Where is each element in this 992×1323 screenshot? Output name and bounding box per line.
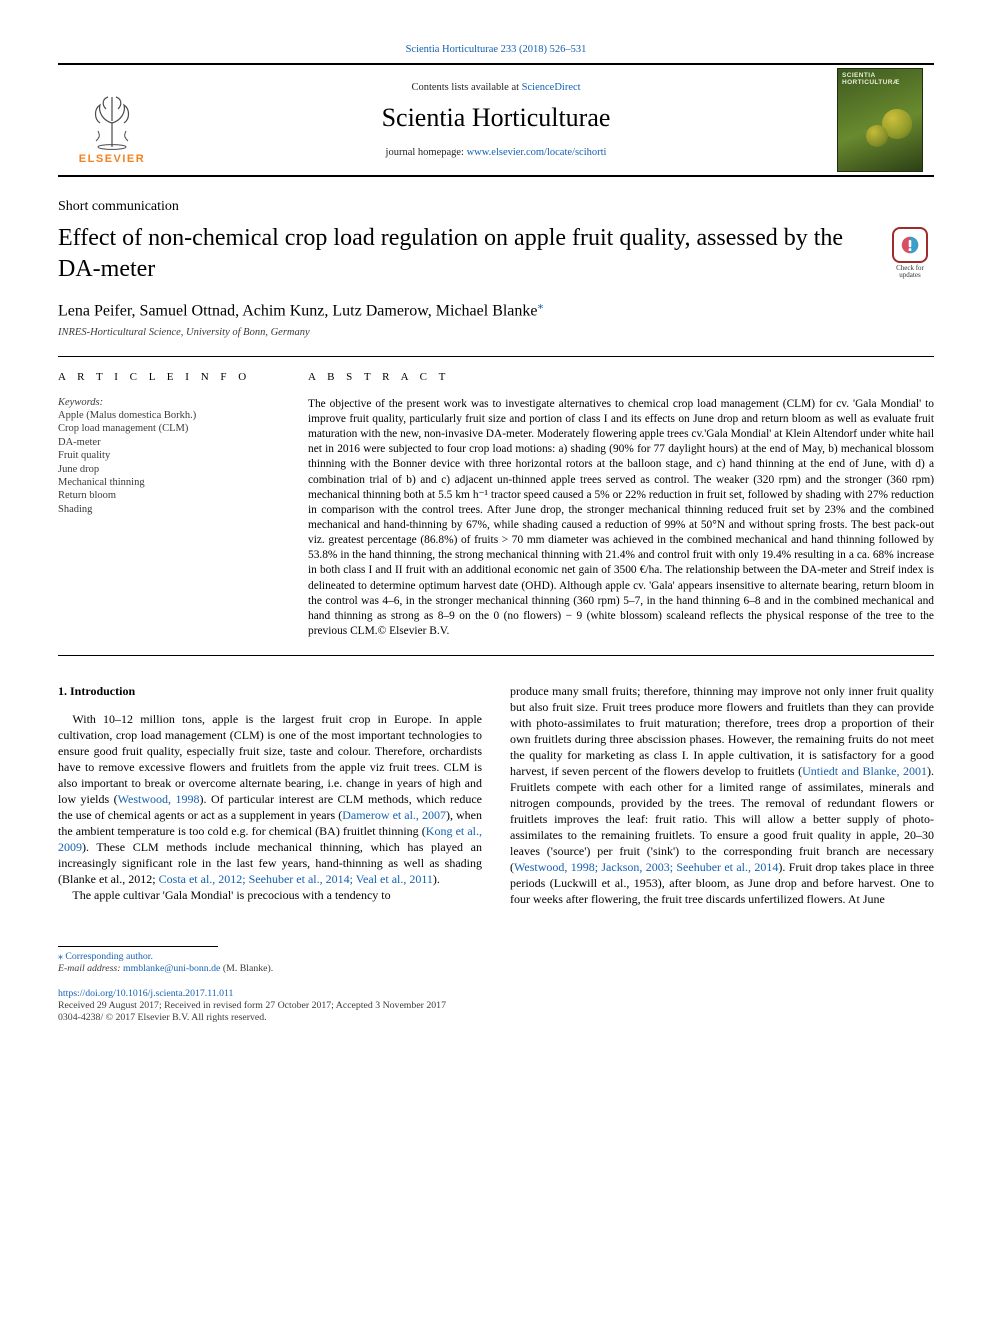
title-row: Effect of non-chemical crop load regulat… [58,223,934,284]
authors-names: Lena Peifer, Samuel Ottnad, Achim Kunz, … [58,303,538,320]
citation-link[interactable]: Costa et al., 2012; Seehuber et al., 201… [159,872,433,886]
elsevier-logo[interactable]: ELSEVIER [73,75,151,165]
journal-name: Scientia Horticulturae [382,103,611,133]
info-abstract-row: A R T I C L E I N F O Keywords: Apple (M… [58,371,934,640]
footnote-marker: ⁎ Corresponding author. [58,951,153,962]
journal-cover-thumbnail[interactable]: SCIENTIA HORTICULTURÆ [837,68,923,172]
keywords-list: Apple (Malus domestica Borkh.) Crop load… [58,409,272,517]
history-dates: Received 29 August 2017; Received in rev… [58,1000,934,1011]
keywords-heading: Keywords: [58,397,272,408]
email-label: E-mail address: [58,963,123,974]
check-for-updates-widget[interactable]: Check for updates [886,227,934,280]
keyword-item: Crop load management (CLM) [58,422,272,435]
header-center: Contents lists available at ScienceDirec… [166,65,826,175]
copyright-line: 0304-4238/ © 2017 Elsevier B.V. All righ… [58,1012,934,1023]
corresponding-author-marker[interactable]: ⁎ [538,298,544,312]
abstract-column: A B S T R A C T The objective of the pre… [308,371,934,640]
journal-homepage-line: journal homepage: www.elsevier.com/locat… [386,147,607,158]
sciencedirect-link[interactable]: ScienceDirect [522,82,581,93]
section-heading-introduction: 1. Introduction [58,684,482,700]
article-title: Effect of non-chemical crop load regulat… [58,223,868,284]
authors-line: Lena Peifer, Samuel Ottnad, Achim Kunz, … [58,298,934,320]
email-person: (M. Blanke). [220,963,273,974]
abstract-heading: A B S T R A C T [308,371,934,383]
contents-prefix: Contents lists available at [411,82,521,93]
body-paragraph: produce many small fruits; therefore, th… [510,684,934,907]
email-link[interactable]: mmblanke@uni-bonn.de [123,963,220,974]
doi-link[interactable]: https://doi.org/10.1016/j.scienta.2017.1… [58,988,934,999]
body-text: ). [433,872,440,886]
journal-header-band: ELSEVIER Contents lists available at Sci… [58,63,934,177]
corresponding-author-footnote: ⁎ Corresponding author. [58,951,934,964]
keyword-item: Apple (Malus domestica Borkh.) [58,409,272,422]
keyword-item: June drop [58,463,272,476]
keyword-item: Mechanical thinning [58,476,272,489]
body-paragraph: The apple cultivar 'Gala Mondial' is pre… [58,888,482,904]
journal-cover-box: SCIENTIA HORTICULTURÆ [826,65,934,175]
top-section-rule [58,356,934,357]
elsevier-wordmark: ELSEVIER [79,153,145,165]
body-two-column: 1. Introduction With 10–12 million tons,… [58,684,934,907]
contents-available-line: Contents lists available at ScienceDirec… [411,82,580,93]
citation-link[interactable]: Westwood, 1998 [118,792,200,806]
email-footnote: E-mail address: mmblanke@uni-bonn.de (M.… [58,963,934,976]
footnote-rule [58,946,218,947]
citation-link[interactable]: Untiedt and Blanke, 2001 [802,764,927,778]
keyword-item: Fruit quality [58,449,272,462]
journal-homepage-link[interactable]: www.elsevier.com/locate/scihorti [467,147,607,158]
check-updates-badge-icon [892,227,928,263]
article-info-column: A R T I C L E I N F O Keywords: Apple (M… [58,371,272,640]
elsevier-tree-icon [82,91,142,151]
body-text: ). Fruitlets compete with each other for… [510,764,934,874]
abstract-bottom-rule [58,655,934,656]
article-type: Short communication [58,199,934,215]
journal-cover-art-icon [866,125,888,147]
journal-cover-title: SCIENTIA HORTICULTURÆ [842,73,922,87]
body-paragraph: With 10–12 million tons, apple is the la… [58,712,482,887]
affiliation: INRES-Horticultural Science, University … [58,327,934,338]
footnotes: ⁎ Corresponding author. E-mail address: … [58,951,934,976]
publisher-logo-box: ELSEVIER [58,65,166,175]
article-info-heading: A R T I C L E I N F O [58,371,272,383]
keyword-item: Shading [58,503,272,516]
homepage-prefix: journal homepage: [386,147,467,158]
check-updates-label: Check for updates [886,265,934,280]
citation-link[interactable]: Westwood, 1998; Jackson, 2003; Seehuber … [514,860,778,874]
journal-reference: Scientia Horticulturae 233 (2018) 526–53… [58,44,934,55]
page: Scientia Horticulturae 233 (2018) 526–53… [0,0,992,1059]
abstract-text: The objective of the present work was to… [308,397,934,640]
keyword-item: Return bloom [58,489,272,502]
citation-link[interactable]: Damerow et al., 2007 [342,808,446,822]
keyword-item: DA-meter [58,436,272,449]
